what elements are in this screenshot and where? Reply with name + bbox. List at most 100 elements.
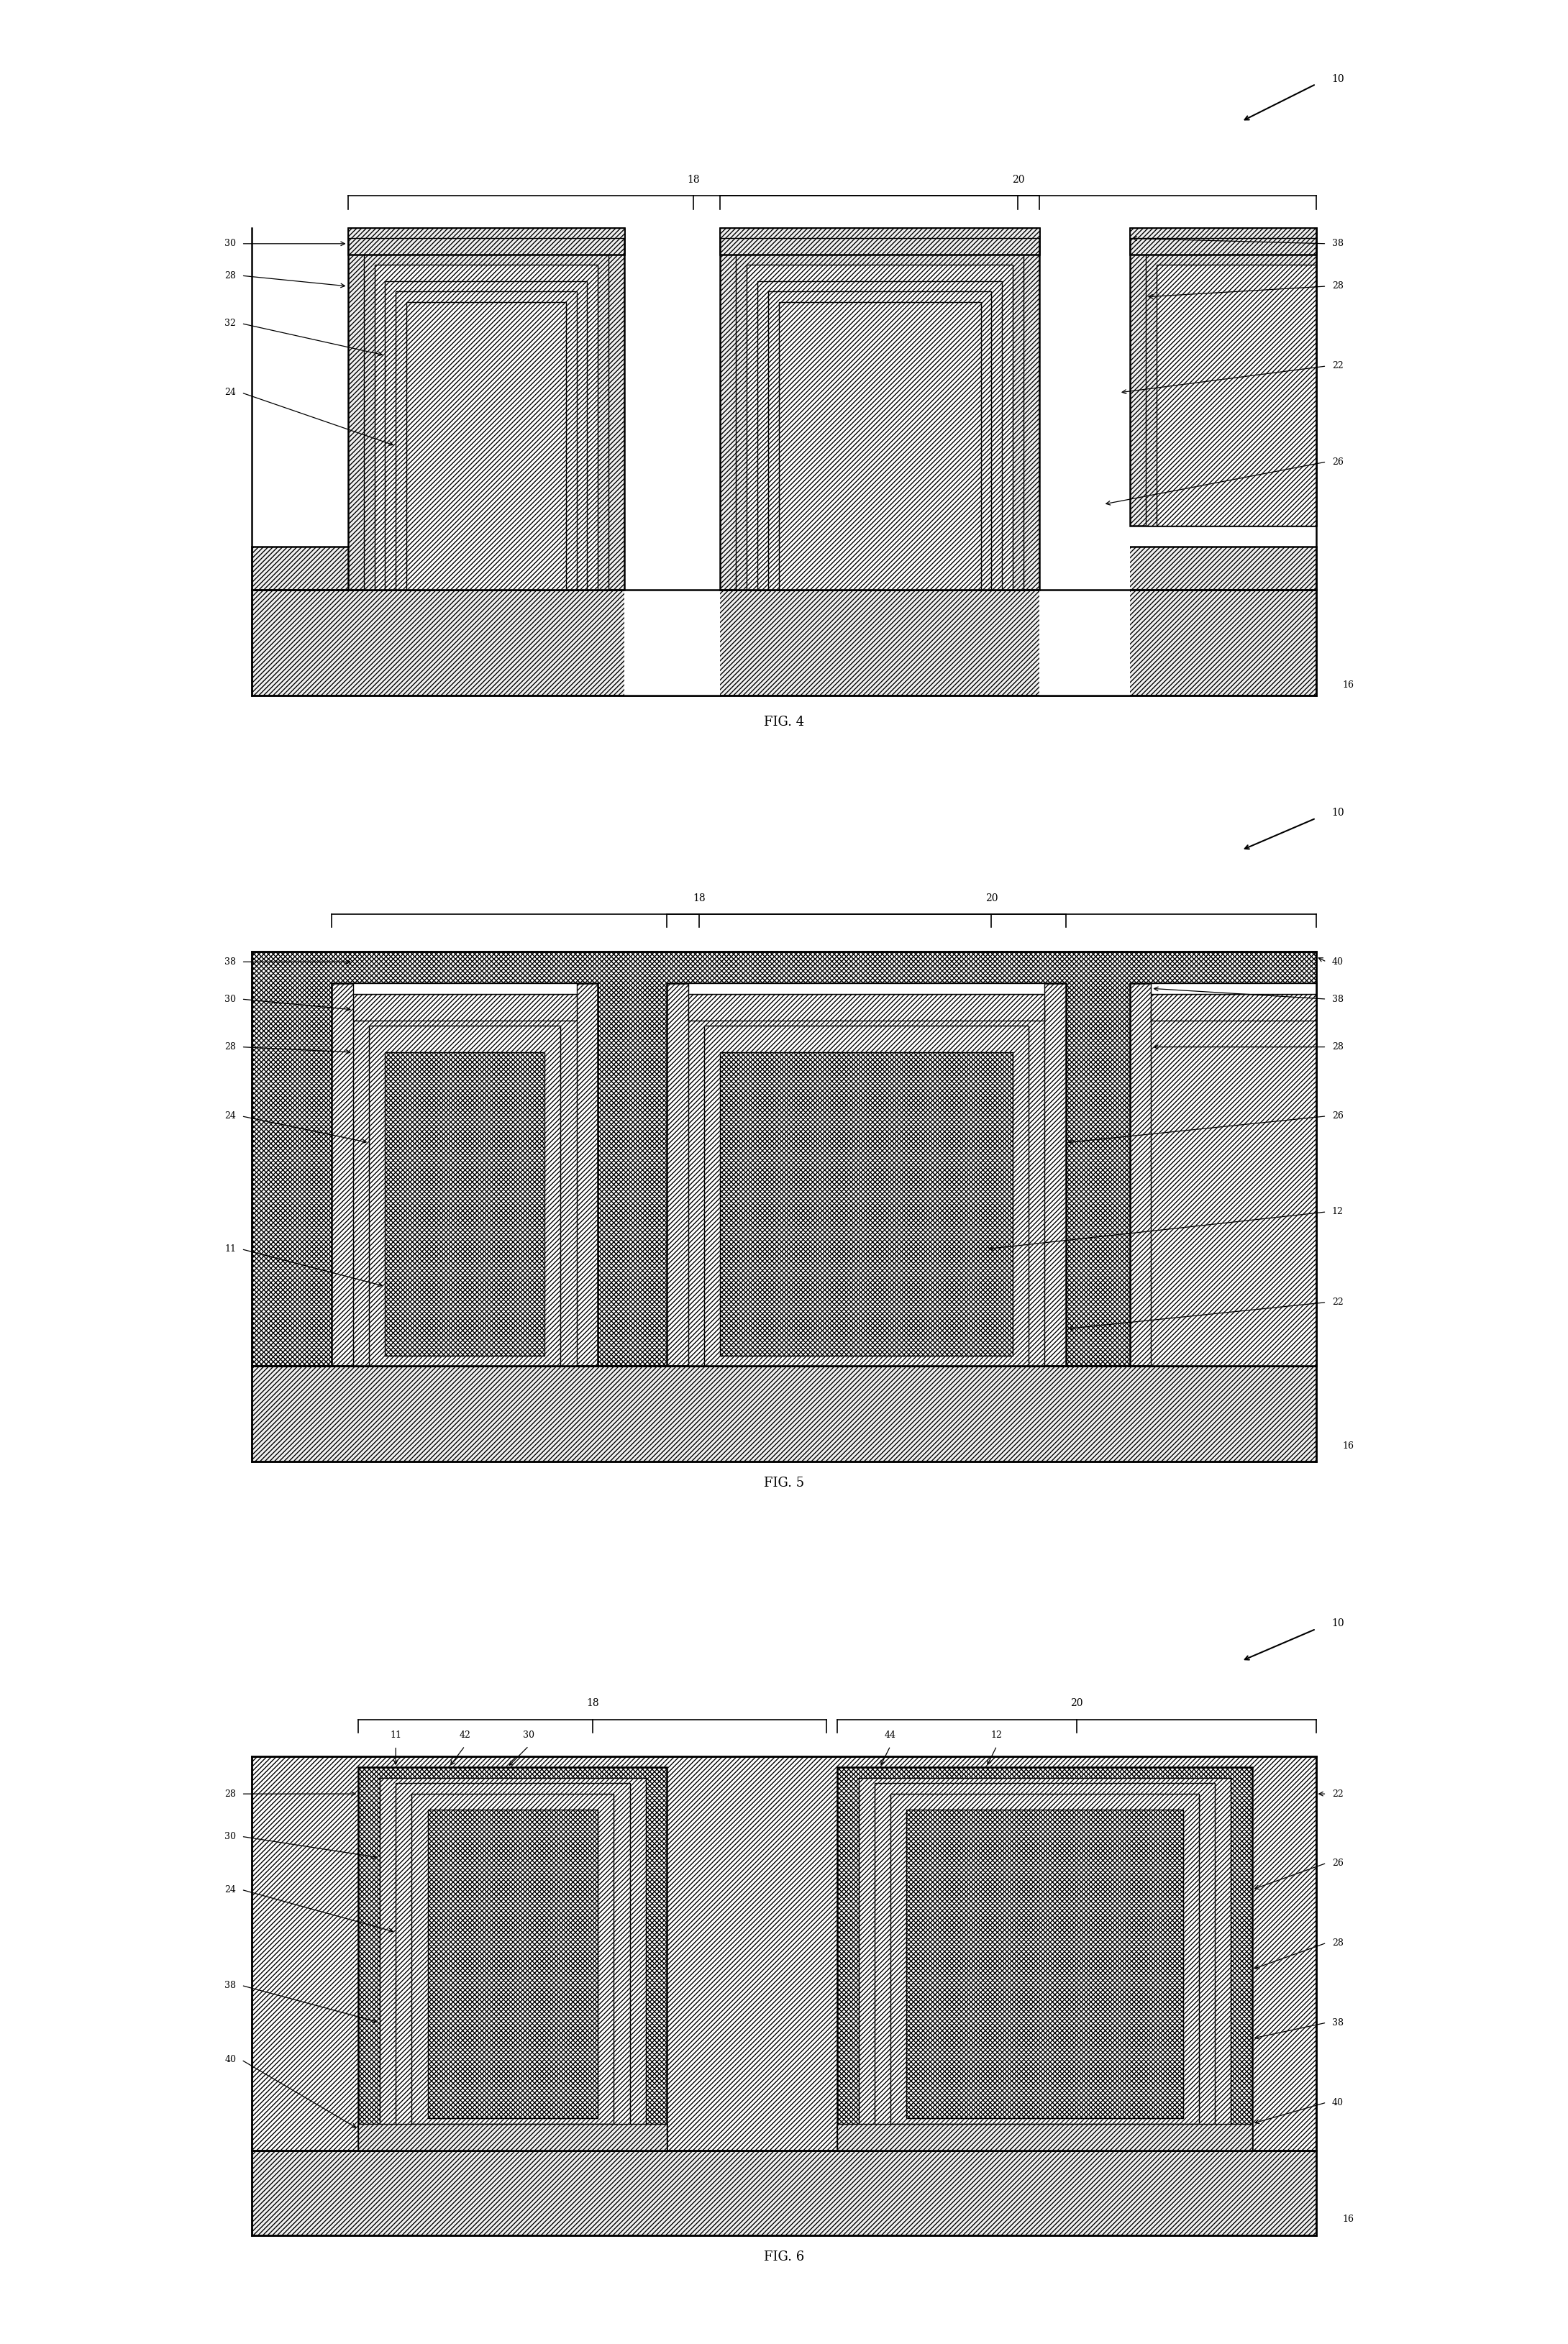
Text: 28: 28 (224, 1043, 237, 1052)
Text: 18: 18 (693, 893, 706, 902)
Text: 38: 38 (224, 956, 237, 966)
Bar (666, 982, 1066, 1367)
Text: 42: 42 (459, 1730, 470, 1739)
Bar (837, 2124, 1253, 2149)
Bar (252, 2149, 1316, 2236)
Text: 38: 38 (1331, 2018, 1344, 2028)
Bar (359, 2124, 666, 2149)
Bar (735, 248, 1024, 588)
Bar (906, 1810, 1182, 2119)
Bar (720, 1052, 1013, 1355)
Bar (348, 227, 624, 588)
Text: 10: 10 (1331, 73, 1345, 84)
Bar (757, 281, 1002, 588)
Text: 28: 28 (1331, 281, 1344, 291)
Text: 32: 32 (224, 319, 237, 328)
Text: 11: 11 (224, 1245, 237, 1254)
Text: 10: 10 (1331, 809, 1345, 818)
Bar (368, 1027, 561, 1367)
Text: FIG. 6: FIG. 6 (764, 2250, 804, 2262)
Bar (891, 1793, 1200, 2124)
Bar (720, 227, 1040, 255)
Bar (768, 291, 991, 588)
Text: 38: 38 (224, 1981, 237, 1990)
Bar (348, 227, 624, 239)
Bar (779, 302, 982, 588)
Bar (386, 1052, 544, 1355)
Bar (858, 1777, 1231, 2140)
Bar (386, 281, 586, 588)
Text: 22: 22 (1331, 1299, 1344, 1308)
Text: 10: 10 (1331, 1620, 1345, 1629)
Bar (624, 227, 720, 696)
Bar (1151, 994, 1316, 1020)
Text: 28: 28 (224, 272, 237, 281)
Text: 20: 20 (1071, 1699, 1083, 1709)
Bar (1131, 227, 1316, 255)
Bar (1156, 265, 1316, 525)
Bar (348, 227, 624, 255)
Text: 18: 18 (586, 1699, 599, 1709)
Text: 30: 30 (224, 239, 237, 248)
Bar (1040, 227, 1131, 696)
Text: 12: 12 (1331, 1207, 1344, 1217)
Text: 40: 40 (1331, 2098, 1344, 2107)
Text: 16: 16 (1342, 1442, 1355, 1451)
Text: 22: 22 (1331, 1788, 1344, 1798)
Text: 38: 38 (1331, 239, 1344, 248)
Text: 38: 38 (1331, 994, 1344, 1003)
Bar (1131, 982, 1316, 1367)
Bar (1131, 227, 1316, 525)
Text: 28: 28 (1331, 1938, 1344, 1948)
Bar (353, 994, 577, 1020)
Bar (688, 994, 1044, 1020)
Text: 11: 11 (390, 1730, 401, 1739)
Text: FIG. 4: FIG. 4 (764, 715, 804, 729)
Text: 44: 44 (884, 1730, 897, 1739)
Bar (1151, 1010, 1316, 1367)
Text: 16: 16 (1342, 680, 1355, 689)
Bar (252, 588, 1316, 696)
Text: 22: 22 (1331, 361, 1344, 370)
Bar (1146, 248, 1316, 525)
Text: 26: 26 (1331, 457, 1344, 466)
Bar (1131, 227, 1316, 239)
Bar (688, 1010, 1044, 1367)
Bar (688, 982, 1044, 994)
Bar (252, 952, 1316, 1367)
Text: 26: 26 (1331, 1859, 1344, 1868)
Text: 24: 24 (224, 1111, 237, 1120)
Bar (837, 1767, 1253, 2149)
Text: 30: 30 (224, 994, 237, 1003)
Bar (252, 1367, 1316, 1463)
Bar (379, 1777, 646, 2140)
Bar (720, 227, 1040, 588)
Bar (412, 1793, 613, 2124)
Text: 20: 20 (985, 893, 997, 902)
Bar (428, 1810, 597, 2119)
Text: 40: 40 (224, 2056, 237, 2065)
Bar (1151, 982, 1316, 994)
Text: FIG. 5: FIG. 5 (764, 1477, 804, 1488)
Bar (364, 248, 608, 588)
Bar (375, 265, 597, 588)
Bar (704, 1027, 1029, 1367)
Text: 30: 30 (522, 1730, 535, 1739)
Bar (332, 982, 597, 1367)
Bar (395, 291, 577, 588)
Bar (359, 1767, 666, 2149)
Bar (875, 1784, 1215, 2128)
Text: 28: 28 (1331, 1043, 1344, 1052)
Bar (406, 302, 566, 588)
Bar (353, 982, 577, 994)
Bar (746, 265, 1013, 588)
Text: 30: 30 (224, 1831, 237, 1840)
Bar (395, 1784, 630, 2128)
Text: 18: 18 (687, 176, 699, 185)
Bar (252, 1756, 1316, 2149)
Text: 24: 24 (224, 1885, 237, 1894)
Text: 28: 28 (224, 1788, 237, 1798)
Bar (720, 227, 1040, 239)
Bar (353, 1010, 577, 1367)
Text: 24: 24 (224, 389, 237, 396)
